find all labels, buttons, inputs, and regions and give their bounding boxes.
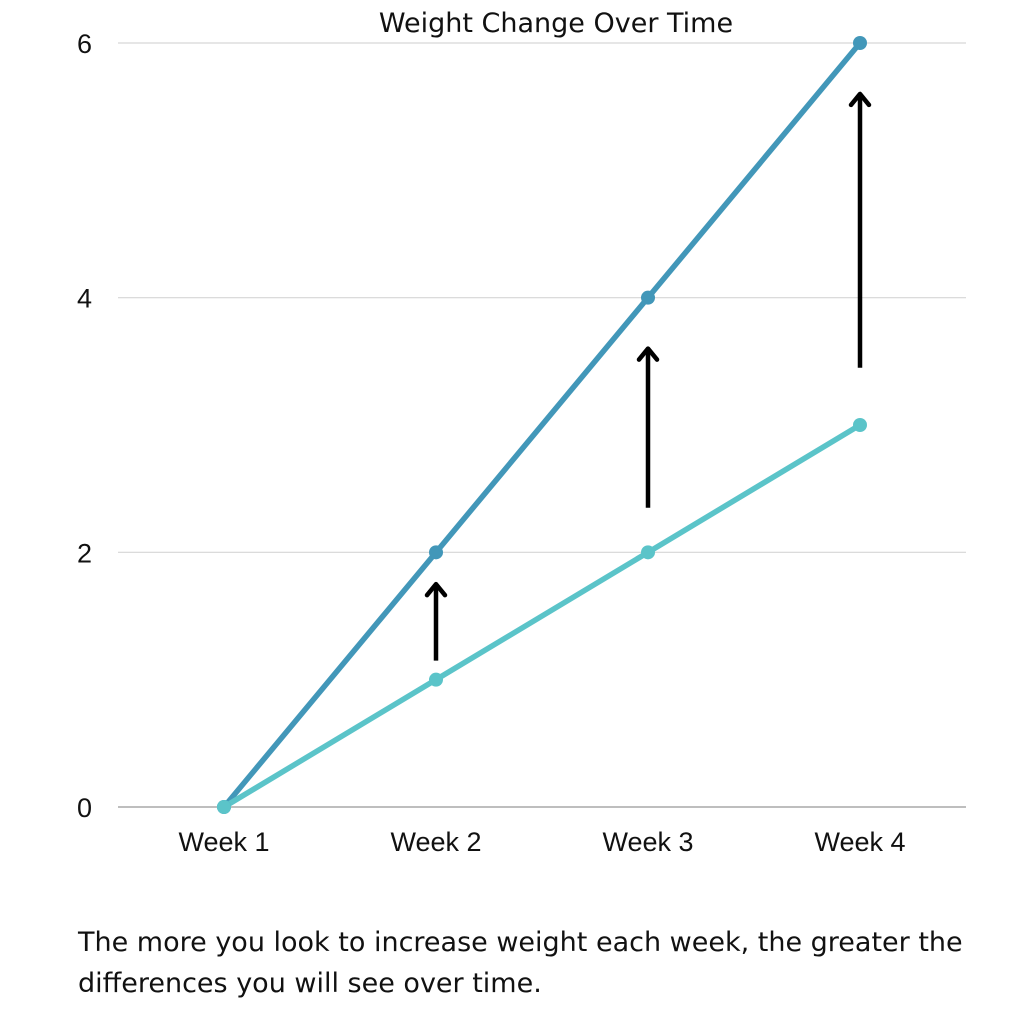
series-line-1 <box>221 40 863 810</box>
annotation-arrow-head <box>424 581 448 598</box>
y-tick-label: 2 <box>77 538 92 568</box>
annotation-arrow-head <box>848 91 872 108</box>
x-tick-label: Week 4 <box>814 827 905 857</box>
chart-title: Weight Change Over Time <box>378 8 734 39</box>
chart-caption: The more you look to increase weight eac… <box>78 927 963 999</box>
series-line-2 <box>221 422 863 810</box>
data-point-series-2 <box>429 672 443 687</box>
y-tick-label: 6 <box>77 29 92 59</box>
y-tick-label: 4 <box>77 284 92 314</box>
line-chart: 0 2 4 6 Week 1 Week 2 Week 3 Week 4 <box>77 29 966 857</box>
x-tick-label: Week 1 <box>178 827 269 857</box>
data-point-series-1 <box>429 545 443 560</box>
x-tick-label: Week 3 <box>602 827 693 857</box>
x-tick-label: Week 2 <box>390 827 481 857</box>
data-point-series-2 <box>217 800 231 814</box>
data-point-series-2 <box>853 418 867 432</box>
annotation-arrow-head <box>636 346 660 362</box>
y-tick-label: 0 <box>77 793 92 823</box>
data-point-series-2 <box>641 545 655 560</box>
data-point-series-1 <box>853 36 867 50</box>
data-point-series-1 <box>641 290 655 305</box>
